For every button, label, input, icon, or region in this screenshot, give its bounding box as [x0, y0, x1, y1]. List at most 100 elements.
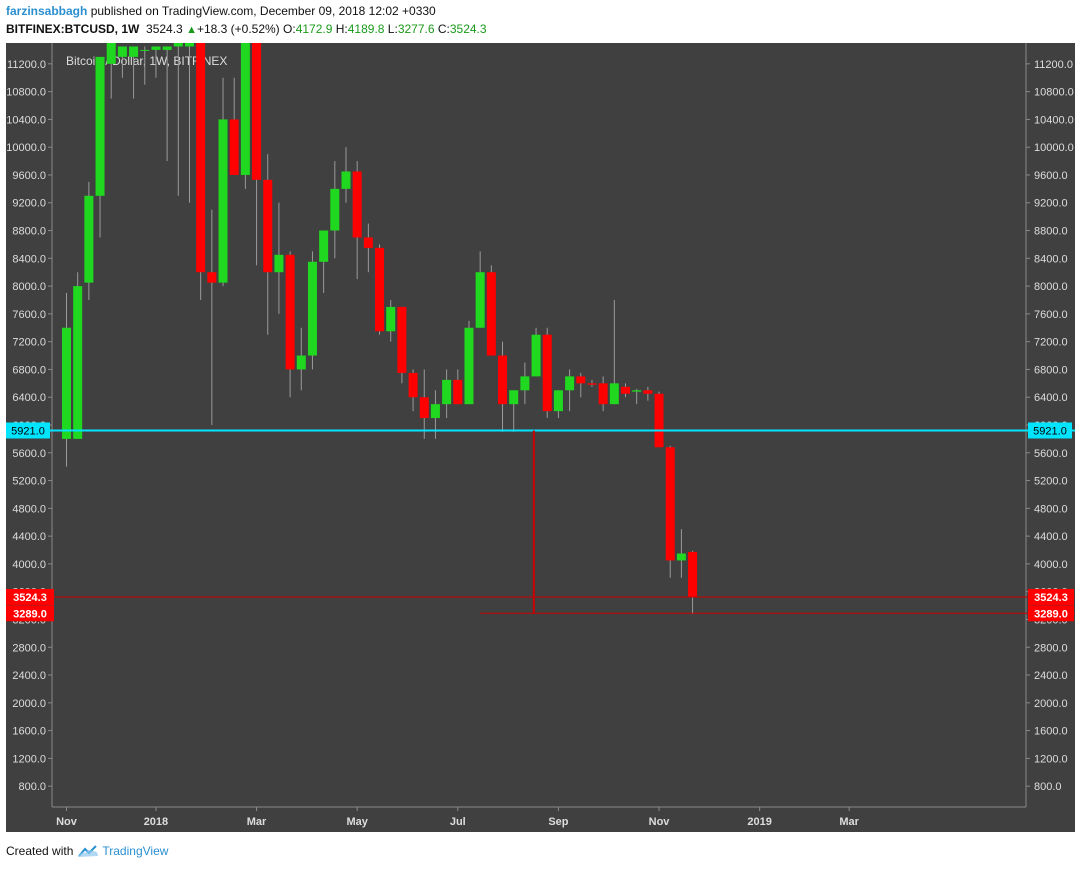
candle-down: [665, 447, 675, 561]
candles-group: [62, 43, 698, 615]
y-tick-label-right: 6800.0: [1034, 364, 1068, 376]
plot-area: [52, 43, 1026, 807]
candle-up: [475, 272, 485, 328]
author-link[interactable]: farzinsabbagh: [6, 4, 88, 18]
candle-up: [632, 390, 642, 392]
candle-down: [542, 334, 552, 412]
x-tick-label: Nov: [56, 816, 78, 828]
high-label: H:: [335, 22, 348, 36]
x-tick-label: Jul: [450, 816, 466, 828]
candle-up: [184, 43, 194, 47]
low-value: 3277.6: [397, 22, 435, 36]
candle-down: [229, 119, 239, 175]
candle-up: [240, 43, 250, 175]
candle-down: [363, 237, 373, 248]
x-tick-label: Mar: [247, 816, 267, 828]
y-tick-label-left: 10000.0: [6, 142, 46, 154]
y-tick-label-right: 4400.0: [1034, 531, 1068, 543]
price-label-left: 3524.3: [13, 592, 47, 604]
candle-up: [676, 553, 686, 561]
symbol: BITFINEX:BTCUSD, 1W: [6, 22, 140, 36]
price-label-left-bg: [6, 588, 54, 605]
candle-up: [129, 46, 139, 57]
chart-container[interactable]: 800.0 800.0 1200.0 1200.0 1600.0 1600.0 2000.0…: [6, 43, 1075, 832]
y-tick-label-right: 8800.0: [1034, 226, 1068, 238]
x-tick-label: Mar: [839, 816, 859, 828]
x-tick-label: Sep: [548, 816, 568, 828]
support-label-right: 5921.0: [1033, 425, 1067, 437]
y-tick-label-left: 10800.0: [6, 87, 46, 99]
low-label: L:: [387, 22, 398, 36]
up-triangle-icon: ▲: [186, 24, 197, 36]
x-tick-label: May: [346, 816, 368, 828]
candle-up: [464, 327, 474, 405]
low-label-left: 3289.0: [13, 608, 47, 620]
y-tick-label-right: 800.0: [1034, 781, 1062, 793]
candle-up: [330, 188, 340, 231]
candle-up: [162, 46, 172, 50]
change: +18.3 (+0.52%): [196, 22, 280, 36]
y-tick-label-right: 10000.0: [1034, 142, 1074, 154]
y-tick-label-left: 10400.0: [6, 114, 46, 126]
y-tick-label-left: 8800.0: [12, 226, 46, 238]
candle-down: [263, 179, 273, 273]
candle-up: [319, 230, 329, 262]
y-tick-label-left: 4000.0: [12, 559, 46, 571]
y-tick-label-right: 4800.0: [1034, 503, 1068, 515]
y-tick-label-left: 2000.0: [12, 698, 46, 710]
candle-up: [531, 334, 541, 377]
support-label-left: 5921.0: [11, 425, 45, 437]
y-tick-label-left: 2400.0: [12, 670, 46, 682]
y-tick-label-right: 1600.0: [1034, 726, 1068, 738]
candle-down: [643, 390, 653, 394]
close-label: C:: [437, 22, 450, 36]
low-label-right-bg: [1028, 605, 1074, 622]
published-text: published on TradingView.com, December 0…: [90, 4, 436, 18]
y-tick-label-left: 8400.0: [12, 253, 46, 265]
y-tick-label-left: 800.0: [18, 781, 46, 793]
y-tick-label-right: 9200.0: [1034, 198, 1068, 210]
candle-up: [274, 254, 284, 273]
candlestick-chart[interactable]: 800.0 800.0 1200.0 1200.0 1600.0 1600.0 2000.0…: [6, 43, 1075, 832]
candle-down: [419, 397, 429, 419]
y-tick-label-right: 7600.0: [1034, 309, 1068, 321]
candle-down: [375, 247, 385, 332]
tradingview-label[interactable]: TradingView: [102, 844, 169, 858]
high-value: 4189.8: [347, 22, 385, 36]
candle-up: [296, 355, 306, 370]
tradingview-cloud-icon: [78, 845, 99, 857]
last-price: 3524.3: [146, 22, 183, 36]
candle-up: [84, 195, 94, 283]
price-label-right: 3524.3: [1034, 592, 1068, 604]
y-tick-label-left: 9200.0: [12, 198, 46, 210]
candle-down: [252, 43, 262, 180]
candle-up: [553, 390, 563, 412]
candle-up: [106, 43, 116, 64]
candle-down: [576, 376, 586, 384]
y-tick-label-left: 1200.0: [12, 753, 46, 765]
created-with-text: Created with: [6, 844, 74, 858]
y-tick-label-left: 1600.0: [12, 726, 46, 738]
low-label-left-bg: [6, 605, 54, 622]
candle-up: [386, 306, 396, 332]
chart-title: Bitcoin / Dollar, 1W, BITFINEX: [66, 54, 227, 68]
open-value: 4172.9: [295, 22, 333, 36]
candle-up: [73, 286, 83, 439]
candle-down: [397, 306, 407, 373]
y-tick-label-left: 8000.0: [12, 281, 46, 293]
candle-up: [218, 119, 228, 283]
y-tick-label-right: 5200.0: [1034, 476, 1068, 488]
candle-down: [207, 272, 217, 283]
candle-down: [196, 43, 206, 273]
candle-down: [285, 254, 295, 370]
y-tick-label-right: 4000.0: [1034, 559, 1068, 571]
y-tick-label-left: 7200.0: [12, 337, 46, 349]
candle-up: [609, 383, 619, 405]
y-tick-label-right: 1200.0: [1034, 753, 1068, 765]
x-tick-label: 2019: [747, 816, 771, 828]
support-label-left-bg: [6, 422, 50, 439]
candle-down: [498, 355, 508, 405]
tradingview-brand[interactable]: TradingView: [77, 844, 168, 858]
close-value: 3524.3: [449, 22, 487, 36]
candle-down: [408, 372, 418, 398]
